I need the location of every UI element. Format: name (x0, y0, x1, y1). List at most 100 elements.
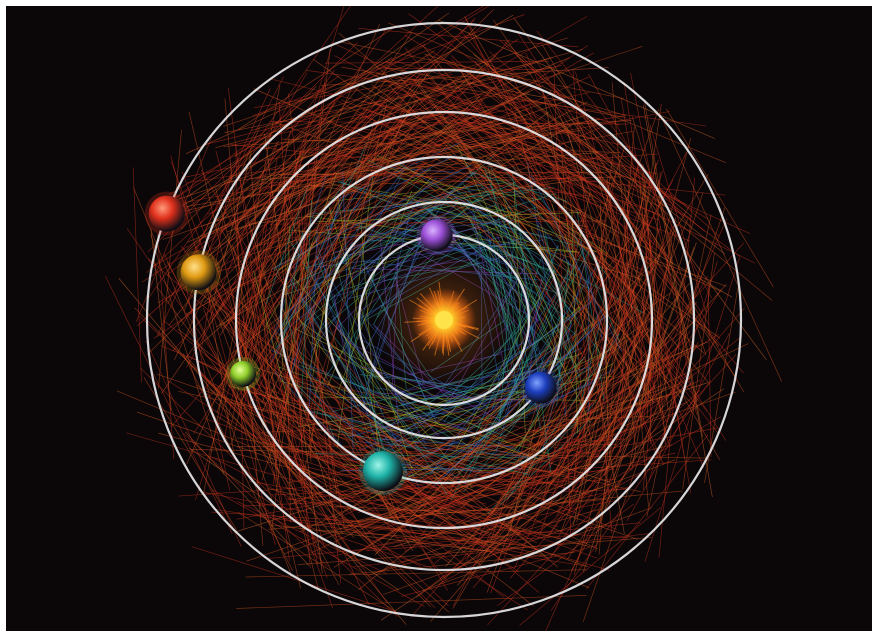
trail-line (493, 19, 738, 380)
trail-line (498, 304, 636, 502)
trail-line (156, 88, 271, 338)
trail-line (339, 329, 410, 436)
trail-line (333, 350, 690, 568)
trail-line (413, 390, 539, 445)
trail-line (186, 115, 624, 184)
trail-line (174, 141, 278, 360)
trail-line (247, 403, 543, 492)
trail-line (250, 118, 490, 180)
trail-line (236, 427, 717, 520)
trail-line (422, 507, 653, 592)
trail-line (516, 31, 710, 325)
trail-line (185, 76, 590, 262)
trail-line (145, 340, 242, 547)
trail-line (332, 315, 379, 422)
orbit-ring-5 (192, 68, 696, 572)
trail-line (214, 153, 610, 273)
trail-line (211, 152, 252, 308)
trail-line (451, 55, 670, 259)
trail-line (424, 53, 627, 117)
trail-line (306, 387, 383, 456)
trail-line (427, 347, 552, 415)
trail-line (324, 60, 549, 64)
trail-line (366, 534, 579, 552)
trail-line (419, 366, 592, 480)
trail-line (317, 255, 427, 446)
trail-line (367, 159, 645, 314)
trail-line (642, 105, 713, 498)
trail-line (273, 156, 471, 251)
planet-teal (362, 451, 403, 492)
trail-line (389, 229, 525, 271)
trail-line (211, 72, 308, 235)
trail-line (183, 275, 231, 491)
orbit-ring-2 (324, 200, 564, 440)
trail-line (192, 546, 397, 612)
trail-line (273, 271, 470, 518)
trail-line (301, 200, 312, 403)
trail-line (490, 145, 626, 541)
trail-line (337, 181, 578, 247)
trail-line (462, 464, 619, 524)
trail-line (170, 155, 276, 546)
trail-line (156, 286, 358, 561)
trail-line (226, 129, 582, 183)
trail-line (252, 14, 525, 117)
trail-line (250, 365, 610, 483)
trail-line (556, 261, 569, 407)
trail-line (357, 83, 733, 298)
trail-line (586, 434, 709, 590)
trail-line (219, 100, 419, 326)
trail-line (376, 67, 543, 70)
trail-line (462, 68, 623, 188)
trail-line (353, 532, 652, 568)
trail-line (233, 102, 335, 229)
trail-line (389, 167, 553, 236)
trail-line (448, 209, 587, 493)
planet-blue (524, 371, 557, 404)
trail-line (236, 595, 587, 609)
trail-line (279, 231, 304, 358)
trail-line (168, 6, 490, 203)
trail-line (239, 309, 306, 487)
trail-line (343, 452, 676, 529)
trail-line (375, 71, 595, 141)
orbit-rings (145, 21, 743, 619)
trail-line (223, 59, 426, 127)
trail-line (289, 377, 357, 446)
star-core (435, 311, 453, 329)
trail-line (572, 154, 614, 488)
trail-line (342, 171, 354, 454)
trail-line (216, 415, 451, 564)
trail-line (231, 111, 549, 354)
trail-line (658, 112, 783, 382)
trail-line (437, 19, 715, 139)
trail-line (642, 224, 672, 491)
trail-line (373, 103, 547, 143)
trail-line (401, 378, 526, 405)
trail-line (187, 85, 544, 243)
trail-line (158, 50, 435, 226)
trail-line (338, 32, 705, 354)
trail-line (466, 248, 585, 481)
trail-line (504, 41, 640, 163)
trail-line (239, 179, 319, 566)
trail-line (496, 503, 635, 607)
trail-line (216, 70, 430, 392)
trail-line (194, 245, 370, 605)
trail-line (268, 490, 683, 530)
trail-line (178, 14, 514, 208)
trail-line (666, 108, 774, 288)
trail-line (205, 354, 520, 573)
trail-line (238, 512, 401, 615)
trail-line (553, 71, 572, 539)
trail-line (451, 356, 586, 481)
trail-line (649, 202, 692, 350)
trail-line (224, 98, 264, 546)
trail-line (388, 22, 727, 164)
trail-line (330, 196, 459, 261)
trail-line (185, 356, 355, 538)
trail-line (488, 51, 706, 232)
trail-line (389, 138, 609, 356)
